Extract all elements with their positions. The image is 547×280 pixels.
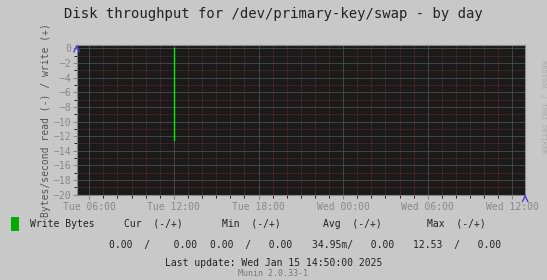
Y-axis label: Bytes/second read (-) / write (+): Bytes/second read (-) / write (+) xyxy=(40,23,51,217)
Text: Disk throughput for /dev/primary-key/swap - by day: Disk throughput for /dev/primary-key/swa… xyxy=(64,7,483,21)
Text: 0.00  /    0.00: 0.00 / 0.00 xyxy=(109,240,197,250)
Text: Munin 2.0.33-1: Munin 2.0.33-1 xyxy=(238,269,309,278)
Text: Cur  (-/+): Cur (-/+) xyxy=(124,219,183,229)
Text: 34.95m/   0.00: 34.95m/ 0.00 xyxy=(312,240,394,250)
Text: Max  (-/+): Max (-/+) xyxy=(427,219,486,229)
Text: 0.00  /   0.00: 0.00 / 0.00 xyxy=(211,240,293,250)
Text: Last update: Wed Jan 15 14:50:00 2025: Last update: Wed Jan 15 14:50:00 2025 xyxy=(165,258,382,268)
Text: RRDTOOL / TOBI OETIKER: RRDTOOL / TOBI OETIKER xyxy=(540,60,546,153)
Text: 12.53  /   0.00: 12.53 / 0.00 xyxy=(412,240,501,250)
Text: Min  (-/+): Min (-/+) xyxy=(222,219,281,229)
Text: Write Bytes: Write Bytes xyxy=(30,219,95,229)
Text: Avg  (-/+): Avg (-/+) xyxy=(323,219,382,229)
